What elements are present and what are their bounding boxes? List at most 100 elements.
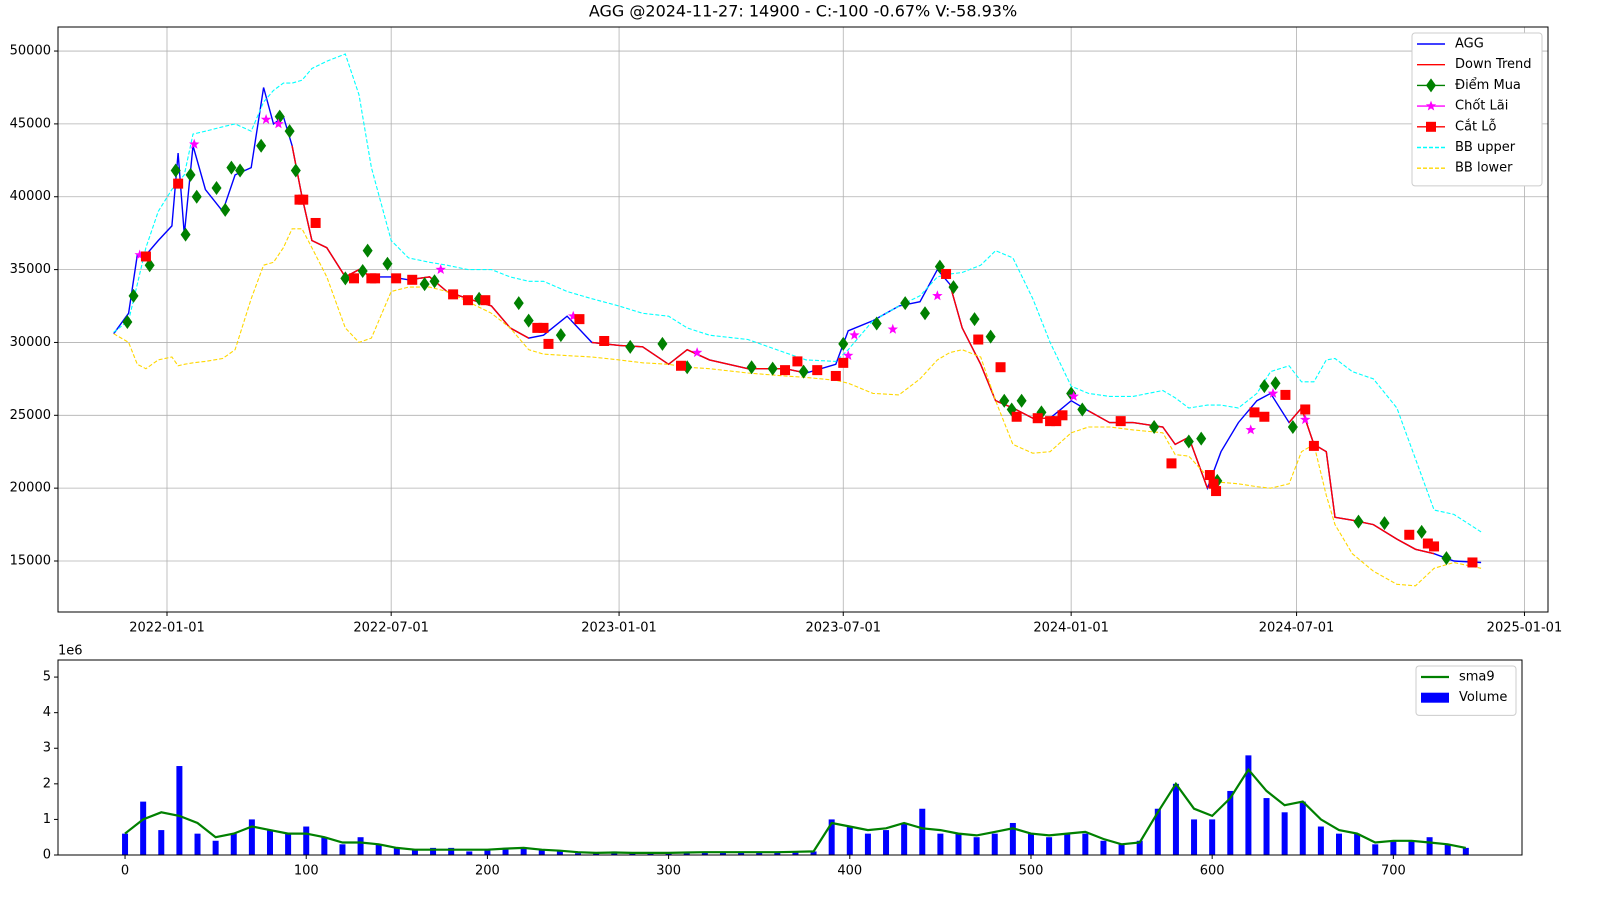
buy-marker xyxy=(290,163,301,178)
buy-marker xyxy=(1183,434,1194,449)
buy-marker xyxy=(1077,402,1088,417)
stop-loss-marker xyxy=(1204,470,1215,481)
stop-loss-marker xyxy=(973,334,984,345)
chart-title: AGG @2024-11-27: 14900 - C:-100 -0.67% V… xyxy=(589,2,1017,21)
legend-label: Down Trend xyxy=(1455,57,1532,72)
take-profit-marker xyxy=(1300,414,1311,425)
y-tick-label: 25000 xyxy=(10,408,51,423)
buy-marker xyxy=(382,256,393,271)
take-profit-marker xyxy=(260,114,272,124)
take-profit-marker xyxy=(691,347,703,358)
buy-marker xyxy=(513,296,524,311)
volume-bar xyxy=(411,849,418,855)
volume-bar xyxy=(285,833,292,855)
volume-bar xyxy=(937,833,944,855)
volume-bar xyxy=(1064,833,1071,855)
buy-marker xyxy=(1441,551,1452,566)
volume-bar xyxy=(701,852,708,855)
volume-bar xyxy=(1118,844,1125,855)
legend-label: BB lower xyxy=(1455,161,1513,176)
volume-bar xyxy=(1299,801,1306,855)
volume-bar xyxy=(1209,819,1216,855)
legend-label: BB upper xyxy=(1455,140,1516,155)
buy-marker xyxy=(220,202,231,217)
stop-loss-marker xyxy=(1045,416,1056,427)
volume-bar xyxy=(1263,798,1270,855)
buy-marker xyxy=(284,124,295,139)
take-profit-marker xyxy=(568,310,579,321)
volume-bar xyxy=(629,853,636,855)
buy-marker xyxy=(1426,78,1436,93)
buy-marker xyxy=(419,277,430,292)
stop-loss-marker xyxy=(676,360,687,371)
x-tick-label: 2022-01-01 xyxy=(129,621,205,636)
buy-marker xyxy=(144,258,155,273)
buy-marker xyxy=(226,160,237,175)
y-tick-label: 0 xyxy=(43,848,51,863)
volume-bar xyxy=(1172,783,1179,855)
volume-bar xyxy=(756,852,763,855)
stop-loss-marker xyxy=(1300,404,1311,415)
take-profit-marker xyxy=(843,350,854,360)
volume-bar xyxy=(792,851,799,855)
stop-loss-marker xyxy=(941,268,952,279)
stop-loss-marker xyxy=(1259,411,1270,422)
buy-marker xyxy=(838,336,849,351)
stop-loss-marker xyxy=(599,335,610,346)
stop-loss-marker xyxy=(1280,389,1291,400)
buy-marker xyxy=(871,316,882,331)
buy-marker xyxy=(1287,419,1298,434)
volume-bar xyxy=(1154,808,1161,855)
stop-loss-marker xyxy=(830,370,841,381)
stop-loss-marker xyxy=(1426,121,1436,132)
volume-bar xyxy=(919,808,926,855)
stop-loss-marker xyxy=(1249,407,1260,418)
volume-bar xyxy=(1408,840,1415,855)
buy-marker xyxy=(1416,524,1427,539)
buy-marker xyxy=(767,361,778,376)
x-tick-label: 2022-07-01 xyxy=(353,621,429,636)
x-tick-label: 700 xyxy=(1381,864,1406,879)
stop-loss-marker xyxy=(480,295,491,306)
volume-bar xyxy=(593,853,600,855)
volume-bar xyxy=(122,833,129,855)
volume-bar xyxy=(1372,844,1379,855)
volume-bar xyxy=(647,853,654,855)
x-tick-label: 2023-07-01 xyxy=(805,621,881,636)
y-tick-label: 4 xyxy=(43,705,51,720)
y-tick-label: 15000 xyxy=(10,554,51,569)
volume-bar xyxy=(1227,790,1234,855)
stop-loss-marker xyxy=(310,217,321,228)
volume-bar xyxy=(846,826,853,855)
stop-loss-marker xyxy=(780,365,791,376)
volume-bar xyxy=(1046,837,1053,855)
buy-marker xyxy=(340,271,351,286)
volume-bar xyxy=(303,826,310,855)
legend-label: Cắt Lỗ xyxy=(1455,119,1497,134)
buy-marker xyxy=(256,138,267,153)
buy-marker xyxy=(1270,376,1281,391)
x-tick-label: 600 xyxy=(1200,864,1225,879)
buy-marker xyxy=(999,393,1010,408)
buy-marker xyxy=(657,336,668,351)
stop-loss-marker xyxy=(1308,440,1319,451)
volume-bar xyxy=(1191,819,1198,855)
volume-bar xyxy=(955,833,962,855)
x-tick-label: 0 xyxy=(121,864,129,879)
stop-loss-marker xyxy=(812,365,823,376)
take-profit-marker xyxy=(1267,387,1279,398)
stop-loss-marker xyxy=(298,194,309,205)
buy-marker xyxy=(1016,393,1027,408)
stop-loss-marker xyxy=(1115,416,1126,427)
plot-frame xyxy=(57,659,1523,856)
buy-marker xyxy=(900,296,911,311)
take-profit-marker xyxy=(887,323,898,334)
x-tick-label: 100 xyxy=(294,864,319,879)
buy-marker xyxy=(191,189,202,204)
legend-label: sma9 xyxy=(1459,670,1495,685)
volume-bar xyxy=(738,852,745,855)
volume-bar xyxy=(448,847,455,855)
volume-bar xyxy=(375,844,382,855)
y-tick-label: 35000 xyxy=(10,262,51,277)
